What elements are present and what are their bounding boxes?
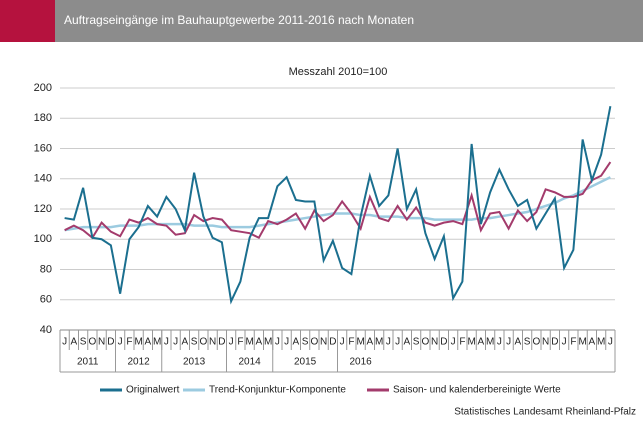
x-tick-label: J <box>562 337 567 348</box>
x-tick-label: A <box>71 337 78 348</box>
x-tick-label: J <box>386 337 391 348</box>
x-tick-label: F <box>459 337 465 348</box>
x-tick-label: S <box>524 337 531 348</box>
x-tick-label: J <box>275 337 280 348</box>
year-label: 2016 <box>350 357 373 368</box>
x-tick-label: F <box>237 337 243 348</box>
x-tick-label: N <box>431 337 438 348</box>
year-label: 2012 <box>128 357 151 368</box>
x-tick-label: D <box>218 337 225 348</box>
x-tick-label: M <box>245 337 253 348</box>
y-tick-label: 160 <box>34 142 52 154</box>
x-tick-label: M <box>486 337 494 348</box>
y-tick-label: 80 <box>40 263 52 275</box>
x-tick-label: D <box>551 337 558 348</box>
header-accent <box>0 0 55 42</box>
x-tick-label: F <box>570 337 576 348</box>
x-tick-label: S <box>191 337 198 348</box>
x-tick-label: O <box>532 337 540 348</box>
y-tick-label: 60 <box>40 294 52 306</box>
x-tick-label: O <box>199 337 207 348</box>
x-tick-label: A <box>293 337 300 348</box>
x-tick-label: J <box>229 337 234 348</box>
x-tick-label: J <box>395 337 400 348</box>
x-tick-label: J <box>173 337 178 348</box>
x-tick-label: M <box>597 337 605 348</box>
series-line <box>64 105 612 305</box>
x-tick-label: D <box>440 337 447 348</box>
x-tick-label: M <box>153 337 161 348</box>
legend-label: Trend-Konjunktur-Komponente <box>209 385 346 396</box>
series-line <box>64 161 612 240</box>
x-tick-label: J <box>497 337 502 348</box>
x-tick-label: N <box>98 337 105 348</box>
x-tick-label: F <box>348 337 354 348</box>
x-tick-label: M <box>134 337 142 348</box>
x-tick-label: M <box>356 337 364 348</box>
x-tick-label: A <box>589 337 596 348</box>
x-tick-label: N <box>542 337 549 348</box>
x-tick-label: S <box>302 337 309 348</box>
x-tick-label: M <box>375 337 383 348</box>
x-tick-label: O <box>310 337 318 348</box>
x-tick-label: D <box>329 337 336 348</box>
x-tick-label: J <box>608 337 613 348</box>
year-label: 2015 <box>294 357 317 368</box>
header-bar <box>55 0 643 42</box>
x-tick-label: A <box>367 337 374 348</box>
legend-label: Saison- und kalenderbereinigte Werte <box>393 385 561 396</box>
legend-label: Originalwert <box>126 385 180 396</box>
x-tick-label: J <box>284 337 289 348</box>
x-tick-label: S <box>80 337 87 348</box>
x-tick-label: N <box>320 337 327 348</box>
x-tick-label: A <box>182 337 189 348</box>
x-tick-label: J <box>62 337 67 348</box>
year-label: 2014 <box>239 357 262 368</box>
x-tick-label: S <box>413 337 420 348</box>
x-tick-label: A <box>145 337 152 348</box>
x-tick-label: A <box>515 337 522 348</box>
y-tick-label: 180 <box>34 112 52 124</box>
x-tick-label: J <box>340 337 345 348</box>
y-tick-label: 120 <box>34 203 52 215</box>
y-tick-label: 140 <box>34 173 52 185</box>
chart-subtitle: Messzahl 2010=100 <box>289 66 388 78</box>
x-tick-label: J <box>451 337 456 348</box>
year-label: 2011 <box>77 357 99 368</box>
x-tick-label: N <box>209 337 216 348</box>
x-tick-label: O <box>88 337 96 348</box>
header-title: Auftragseingänge im Bauhauptgewerbe 2011… <box>64 13 414 27</box>
y-tick-label: 200 <box>34 82 52 94</box>
x-tick-label: M <box>578 337 586 348</box>
x-tick-label: F <box>126 337 132 348</box>
x-tick-label: D <box>107 337 114 348</box>
x-tick-label: J <box>118 337 123 348</box>
y-tick-label: 100 <box>34 233 52 245</box>
x-tick-label: O <box>421 337 429 348</box>
y-tick-label: 40 <box>40 324 52 336</box>
x-tick-label: M <box>264 337 272 348</box>
x-tick-label: A <box>256 337 263 348</box>
x-tick-label: J <box>506 337 511 348</box>
x-tick-label: A <box>478 337 485 348</box>
x-tick-label: J <box>164 337 169 348</box>
x-tick-label: A <box>404 337 411 348</box>
source: Statistisches Landesamt Rheinland-Pfalz <box>454 407 636 418</box>
year-label: 2013 <box>183 357 206 368</box>
x-tick-label: M <box>467 337 475 348</box>
